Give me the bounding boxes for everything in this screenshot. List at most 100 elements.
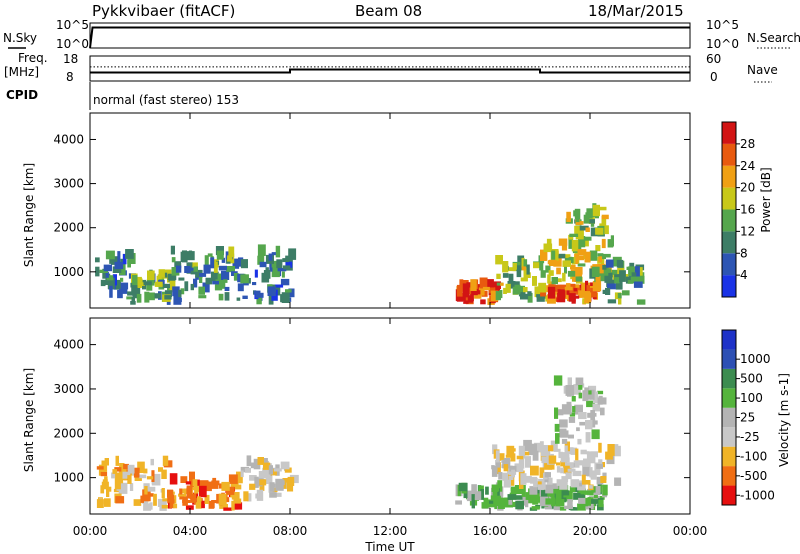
- heatmap-cell: [601, 238, 606, 249]
- heatmap-cell: [556, 267, 561, 275]
- heatmap-cell: [162, 455, 169, 466]
- heatmap-cell: [169, 499, 175, 509]
- heatmap-cell: [234, 484, 242, 490]
- heatmap-cell: [520, 277, 528, 282]
- noise-series: [89, 26, 690, 49]
- heatmap-cell: [566, 401, 572, 406]
- heatmap-cell: [224, 286, 230, 291]
- heatmap-cell: [495, 450, 500, 463]
- heatmap-cell: [553, 257, 562, 267]
- heatmap-cell: [592, 204, 600, 217]
- heatmap-cell: [218, 293, 224, 301]
- colorbar-segment: [722, 466, 736, 486]
- heatmap-cell: [221, 481, 230, 491]
- colorbar-tick-label: 500: [740, 372, 763, 386]
- heatmap-cell: [215, 273, 223, 286]
- heatmap-cell: [179, 488, 187, 494]
- heatmap-cell: [215, 246, 224, 256]
- noise-tick-left-top: 10^5: [56, 18, 89, 32]
- heatmap-cell: [221, 270, 230, 280]
- heatmap-cell: [524, 272, 531, 278]
- heatmap-cell: [571, 396, 576, 402]
- heatmap-cell: [477, 290, 481, 295]
- heatmap-cell: [527, 291, 532, 296]
- heatmap-cell: [232, 258, 240, 269]
- heatmap-cell: [609, 269, 618, 278]
- heatmap-cell: [119, 263, 126, 276]
- heatmap-cell: [546, 449, 550, 457]
- heatmap-cell: [577, 249, 587, 256]
- heatmap-cell: [573, 384, 581, 395]
- heatmap-cell: [271, 252, 276, 256]
- heatmap-cell: [275, 245, 281, 258]
- heatmap-cell: [231, 492, 240, 500]
- heatmap-cell: [158, 467, 163, 472]
- heatmap-cell: [607, 283, 616, 290]
- heatmap-cell: [502, 261, 509, 273]
- heatmap-cell: [162, 498, 169, 502]
- heatmap-cell: [95, 266, 100, 277]
- heatmap-cell: [512, 284, 521, 295]
- heatmap-cell: [115, 472, 124, 484]
- heatmap-cell: [164, 295, 172, 300]
- heatmap-cell: [187, 267, 194, 271]
- heatmap-cell: [527, 495, 531, 500]
- heatmap-cell: [598, 395, 603, 405]
- heatmap-cell: [164, 290, 172, 298]
- heatmap-cell: [568, 234, 574, 240]
- heatmap-cell: [285, 255, 293, 262]
- heatmap-cell: [621, 290, 630, 296]
- heatmap-cell: [190, 493, 197, 503]
- colorbar-tick-label: 28: [740, 137, 755, 151]
- y-tick-label: 1000: [53, 471, 84, 485]
- heatmap-cell: [263, 462, 271, 470]
- heatmap-cell: [269, 492, 277, 498]
- heatmap-cell: [551, 277, 558, 285]
- heatmap-cell: [591, 419, 596, 428]
- heatmap-cell: [580, 449, 587, 455]
- heatmap-cell: [586, 400, 595, 408]
- heatmap-cell: [267, 286, 276, 296]
- heatmap-cell: [546, 477, 553, 485]
- heatmap-cell: [515, 500, 524, 510]
- colorbar-segment: [722, 388, 736, 408]
- heatmap-cell: [212, 280, 219, 285]
- heatmap-cell: [216, 250, 224, 260]
- nsky-line: [89, 26, 690, 49]
- heatmap-cell: [194, 486, 199, 494]
- heatmap-cell: [233, 498, 242, 504]
- heatmap-cell: [271, 265, 280, 278]
- heatmap-cell: [277, 268, 287, 272]
- heatmap-cell: [102, 268, 106, 279]
- heatmap-cell: [115, 455, 119, 466]
- heatmap-cell: [564, 256, 573, 261]
- colorbar-segment: [722, 407, 736, 428]
- heatmap-cell: [103, 498, 111, 507]
- heatmap-cell: [498, 497, 506, 502]
- heatmap-cell: [594, 420, 598, 425]
- heatmap-cell: [240, 470, 244, 478]
- heatmap-cell: [202, 282, 210, 293]
- heatmap-cell: [122, 471, 131, 479]
- heatmap-cell: [126, 296, 133, 300]
- freq-line: [90, 68, 690, 74]
- heatmap-cell: [566, 211, 571, 222]
- heatmap-cell: [471, 484, 477, 496]
- heatmap-cell: [196, 479, 200, 491]
- heatmap-cell: [497, 480, 503, 492]
- heatmap-cell: [533, 478, 538, 488]
- heatmap-cell: [585, 432, 591, 443]
- heatmap-cell: [567, 377, 572, 388]
- heatmap-cell: [247, 493, 252, 502]
- heatmap-cell: [470, 279, 477, 291]
- heatmap-cell: [618, 296, 622, 305]
- noise-tick-left-bottom: 10^0: [56, 37, 89, 51]
- heatmap-cell: [569, 288, 576, 294]
- heatmap-cell: [589, 250, 598, 261]
- heatmap-cell: [598, 256, 603, 263]
- heatmap-cell: [112, 274, 117, 286]
- heatmap-cell: [249, 475, 257, 481]
- freq-label-top: Freq.: [18, 51, 48, 65]
- heatmap-cell: [573, 210, 580, 217]
- heatmap-cell: [586, 451, 596, 464]
